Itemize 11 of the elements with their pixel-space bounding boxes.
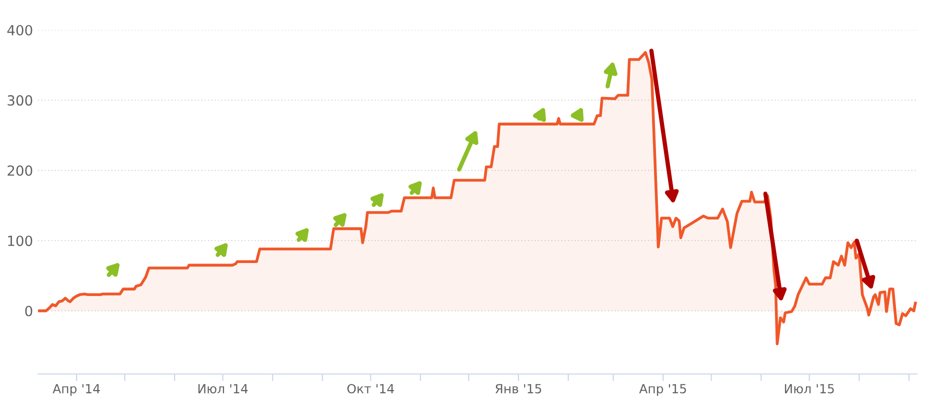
x-tick-label: Апр '15 (639, 384, 686, 396)
x-tick-label: Янв '15 (496, 384, 542, 394)
x-tick-label: Июл '15 (784, 384, 834, 394)
x-tick-label: Июл '14 (198, 384, 248, 394)
y-tick-label: 300 (8, 95, 32, 106)
y-tick-label: 200 (8, 165, 32, 176)
y-tick-label: 400 (7, 24, 32, 36)
x-tick-label: Окт '14 (347, 384, 394, 394)
x-tick-label: Апр '14 (52, 384, 100, 396)
y-tick-label: 0 (25, 306, 32, 316)
y-tick-label: 100 (8, 236, 32, 246)
